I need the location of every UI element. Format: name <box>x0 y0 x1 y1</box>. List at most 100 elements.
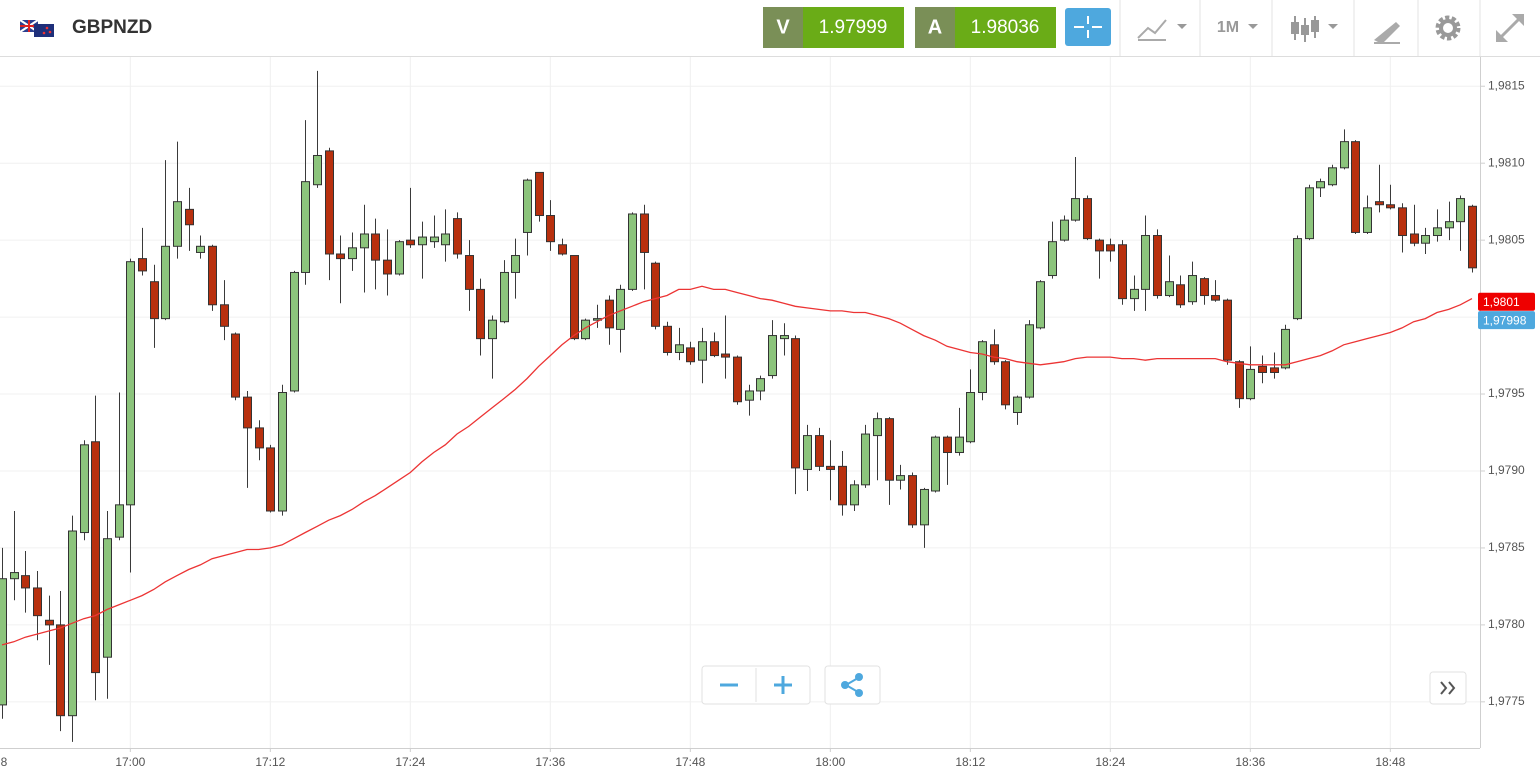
x-tick-label: 17:48 <box>675 755 705 769</box>
candle-body <box>955 436 964 454</box>
x-tick-label: 18:24 <box>1095 755 1125 769</box>
plot <box>0 70 1477 742</box>
candle-body <box>161 245 170 320</box>
price-marker-box <box>1478 292 1535 311</box>
draw-button[interactable] <box>1374 22 1400 44</box>
candle-body <box>1048 241 1057 277</box>
zoom-in-button[interactable] <box>774 676 792 694</box>
candle-body <box>920 488 929 526</box>
candle-body <box>266 447 275 512</box>
buy-button[interactable]: A 1.98036 <box>915 7 1056 48</box>
flag-icon <box>19 19 54 37</box>
candle-body <box>1188 275 1197 303</box>
candle-body <box>1316 181 1325 189</box>
chart-type-button[interactable] <box>1137 19 1187 41</box>
price-marker: 1,97998 <box>1478 311 1535 330</box>
candle-body <box>1398 207 1407 237</box>
candle-body <box>756 378 765 392</box>
candle-body <box>523 179 532 233</box>
candle-body <box>1025 324 1034 398</box>
candle-body <box>1410 233 1419 244</box>
candle-body <box>1200 278 1209 297</box>
candle-body <box>1036 281 1045 329</box>
candle-body <box>290 271 299 392</box>
candle-body <box>570 255 579 340</box>
candle-body <box>1363 207 1372 233</box>
candle-body <box>21 575 30 589</box>
candle-body <box>1351 141 1360 233</box>
candle-body <box>1106 244 1115 252</box>
candle-body <box>231 333 240 398</box>
x-tick-label: 8 <box>1 755 8 769</box>
candle-body <box>1223 299 1232 361</box>
candle-body <box>966 391 975 443</box>
candle-body <box>1246 368 1255 400</box>
candle-body <box>325 150 334 255</box>
settings-button[interactable] <box>1435 15 1461 41</box>
candle-body <box>1001 361 1010 406</box>
candle-body <box>336 253 345 260</box>
candle-body <box>710 341 719 357</box>
candle-body <box>686 347 695 363</box>
candle-body <box>896 475 905 481</box>
candle-body <box>441 233 450 246</box>
grid <box>0 57 1480 748</box>
sell-button[interactable]: V 1.97999 <box>763 7 904 48</box>
crosshair-button[interactable] <box>1065 8 1111 46</box>
x-tick-label: 18:00 <box>815 755 845 769</box>
scroll-right-button[interactable] <box>1429 671 1467 705</box>
y-tick-label: 1,9805 <box>1488 232 1525 246</box>
candle-body <box>278 391 287 512</box>
candle-body <box>150 281 159 320</box>
candle-body <box>1153 235 1162 297</box>
x-tick-label: 18:12 <box>955 755 985 769</box>
moving-average-line <box>1 285 1473 646</box>
candle-body <box>1293 238 1302 320</box>
y-tick-label: 1,9810 <box>1488 155 1525 169</box>
sell-price: 1.97999 <box>819 17 888 38</box>
candle-body <box>1013 396 1022 414</box>
candle-body <box>511 255 520 273</box>
candle-body <box>1141 235 1150 290</box>
candle-body <box>885 418 894 481</box>
candle-body <box>1456 198 1465 223</box>
candle-body <box>1176 284 1185 306</box>
candle-body <box>33 587 42 617</box>
sell-label: V <box>776 16 790 38</box>
candle-body <box>1281 328 1290 369</box>
buy-price-bg <box>955 7 1056 48</box>
candle-body <box>45 619 54 626</box>
candle-style-button[interactable] <box>1291 16 1338 42</box>
candle-body <box>1060 219 1069 241</box>
x-tick-label: 17:24 <box>395 755 425 769</box>
candle-body <box>651 262 660 327</box>
candle-body <box>815 435 824 467</box>
candle-body <box>196 245 205 253</box>
candle-body <box>1445 221 1454 229</box>
candle-body <box>255 427 264 449</box>
fullscreen-button[interactable] <box>1496 14 1524 42</box>
y-tick-label: 1,9795 <box>1488 386 1525 400</box>
candle-body <box>1165 281 1174 297</box>
toolbar: GBPNZD V 1.97999 A 1.98036 <box>0 0 1540 57</box>
share-button[interactable] <box>824 665 881 705</box>
buy-label-bg <box>915 7 955 48</box>
candle-body <box>185 208 194 226</box>
candle-body <box>80 444 89 534</box>
candle-body <box>1375 201 1384 206</box>
candle-body <box>1386 204 1395 209</box>
sell-price-bg <box>803 7 904 48</box>
timeframe-button[interactable]: 1M <box>1217 19 1258 36</box>
candle-body <box>780 335 789 340</box>
candle-body <box>1328 167 1337 186</box>
candle-body <box>301 181 310 273</box>
candle-body <box>1433 227 1442 237</box>
candle-body <box>663 325 672 353</box>
candle-body <box>628 213 637 290</box>
y-tick-label: 1,9775 <box>1488 694 1525 708</box>
candle-body <box>1235 361 1244 400</box>
candle-body <box>1340 141 1349 169</box>
candle-body <box>733 356 742 403</box>
candle-body <box>1095 239 1104 252</box>
